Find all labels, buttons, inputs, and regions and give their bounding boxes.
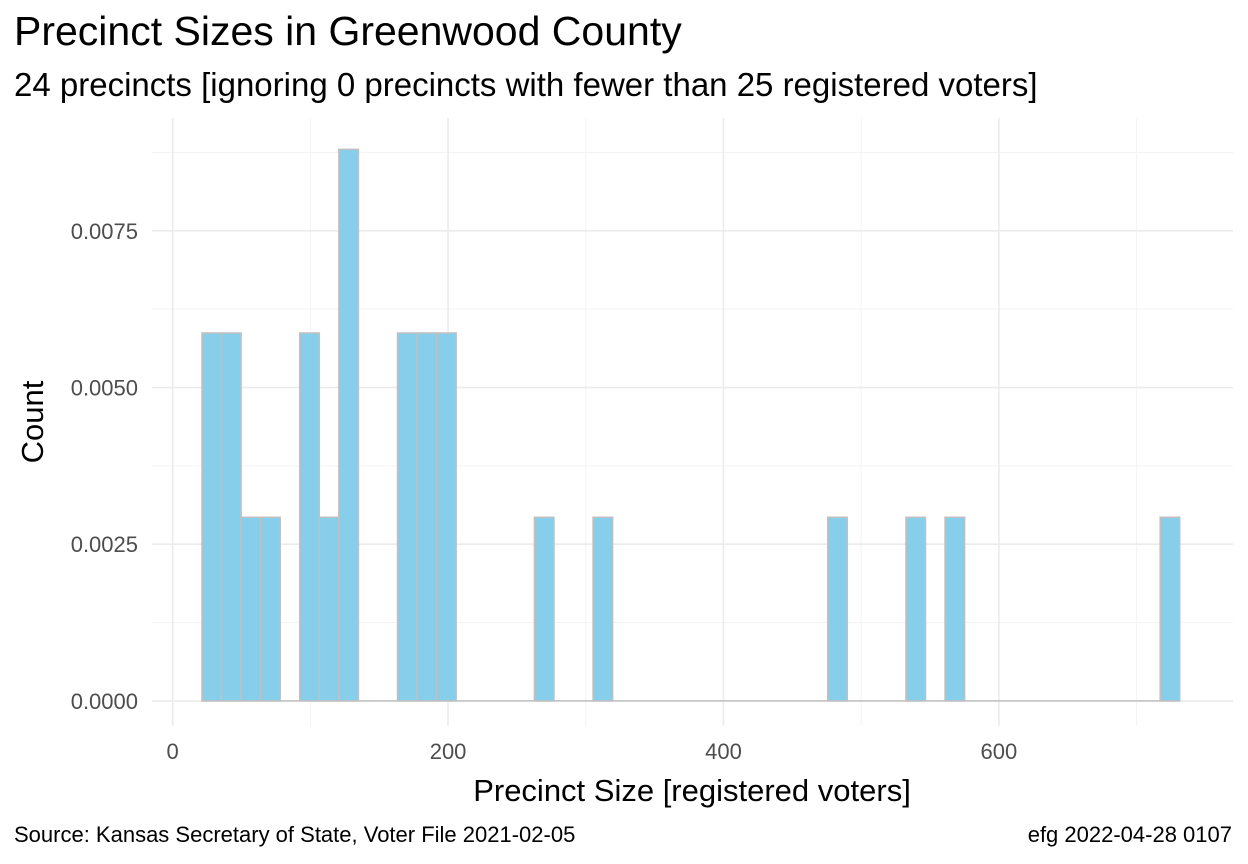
histogram-bar (1159, 516, 1181, 702)
histogram-bar (396, 332, 418, 702)
y-tick-label: 0.0000 (71, 689, 138, 714)
histogram-bar (338, 148, 360, 702)
y-tick-label: 0.0025 (71, 532, 138, 557)
x-tick-label: 600 (981, 739, 1018, 764)
histogram-bar (826, 516, 849, 702)
x-tick-label: 200 (430, 739, 467, 764)
x-tick-label: 400 (705, 739, 742, 764)
y-axis-title: Count (15, 380, 50, 463)
histogram-bar (435, 332, 457, 702)
source-caption: Source: Kansas Secretary of State, Voter… (14, 822, 576, 847)
histogram-bar (259, 516, 281, 702)
chart-subtitle: 24 precincts [ignoring 0 precincts with … (14, 66, 1038, 103)
chart-title: Precinct Sizes in Greenwood County (14, 8, 682, 54)
histogram-bar (533, 516, 555, 702)
histogram-bar (201, 332, 223, 702)
histogram-bar (220, 332, 242, 702)
y-tick-label: 0.0075 (71, 219, 138, 244)
x-tick-label: 0 (167, 739, 179, 764)
histogram-bar (416, 332, 438, 702)
histogram-bar (240, 516, 262, 702)
histogram-bar (299, 332, 321, 702)
histogram-bar (905, 516, 927, 702)
histogram-bar (944, 516, 966, 702)
x-axis-title: Precinct Size [registered voters] (473, 773, 911, 808)
axis-ticks: 0 200 400 600 0.0000 0.0025 0.0050 0.0075 (71, 219, 1018, 764)
timestamp-caption: efg 2022-04-28 0107 (1027, 822, 1232, 847)
histogram-bar (318, 516, 340, 702)
y-tick-label: 0.0050 (71, 376, 138, 401)
histogram-bars (201, 148, 1181, 702)
histogram-bar (592, 516, 614, 702)
